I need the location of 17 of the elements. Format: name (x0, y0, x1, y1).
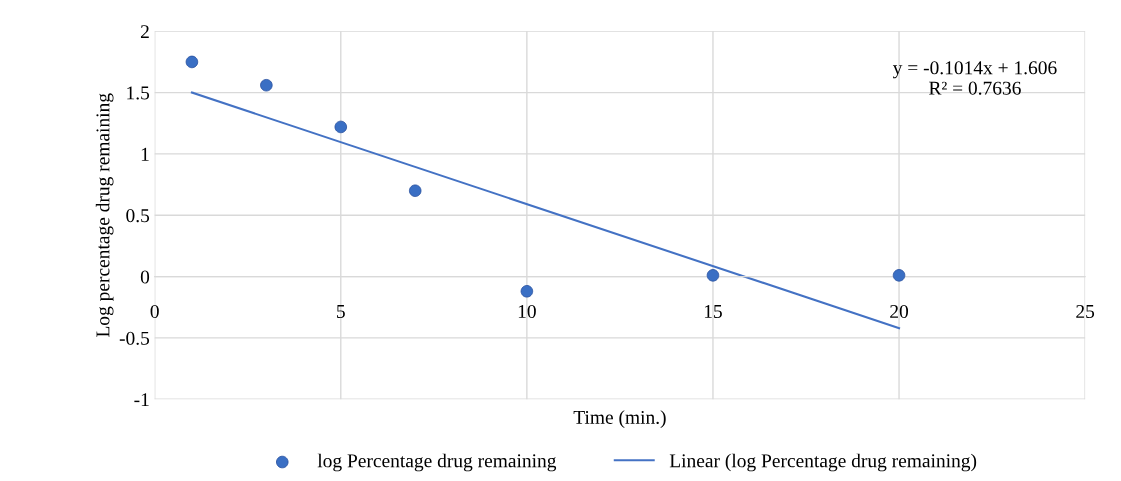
legend-label: log Percentage drug remaining (317, 453, 557, 472)
legend-label: Linear (log Percentage drug remaining) (669, 453, 977, 472)
x-tick-label: 20 (890, 304, 909, 319)
y-tick-label: 1 (141, 147, 149, 161)
y-tick-label: 2 (140, 25, 149, 39)
y-tick-label: 1.5 (127, 86, 150, 100)
annotation: y = -0.1014x + 1.606 R² = 0.7636 (892, 61, 1057, 95)
y-tick-label: 0 (140, 270, 150, 284)
y-tick-label: 0.5 (126, 209, 150, 223)
y-tick-label: -0.5 (119, 331, 150, 345)
y-axis-title: Log percentage drug remaining (95, 93, 114, 337)
x-axis-title: Time (min.) (573, 410, 666, 428)
x-tick-label: 15 (704, 305, 722, 319)
x-tick-label: 5 (337, 305, 345, 319)
x-tick-label: 25 (1076, 304, 1095, 319)
y-tick-label: -1 (134, 393, 149, 406)
x-tick-label: 10 (518, 304, 536, 319)
